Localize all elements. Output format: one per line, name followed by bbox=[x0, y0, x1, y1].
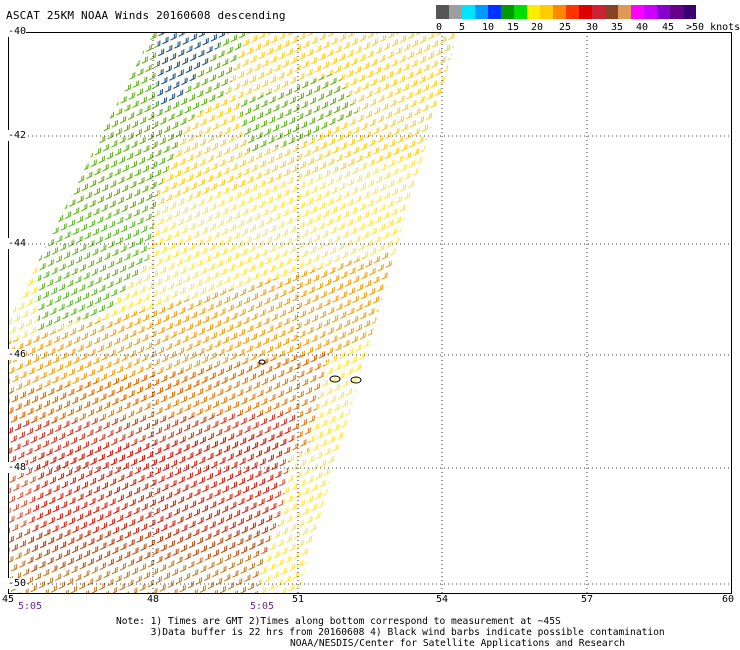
pass-time-right: 5:05 bbox=[250, 601, 275, 612]
legend-label-0: 0 bbox=[435, 22, 443, 33]
lat-label-40: -40 bbox=[8, 26, 27, 37]
legend-swatch bbox=[618, 5, 631, 19]
lat-label-46: -46 bbox=[8, 349, 27, 360]
lon-label-54: 54 bbox=[435, 594, 449, 605]
legend-swatch bbox=[514, 5, 527, 19]
map-credit: NOAA/NESDIS/Center for Satellite Applica… bbox=[290, 638, 626, 649]
legend-label-35: 35 bbox=[610, 22, 624, 33]
map-gridlines bbox=[8, 32, 732, 594]
wind-swath bbox=[8, 32, 458, 594]
lon-label-60: 60 bbox=[721, 594, 735, 605]
legend-label-5: 5 bbox=[458, 22, 466, 33]
legend-swatch bbox=[475, 5, 488, 19]
map-title: ASCAT 25KM NOAA Winds 20160608 descendin… bbox=[6, 9, 286, 22]
lat-label-50: -50 bbox=[8, 578, 27, 589]
legend-label-15: 15 bbox=[506, 22, 520, 33]
legend-label-45: 45 bbox=[661, 22, 675, 33]
legend-swatch bbox=[553, 5, 566, 19]
legend-swatch bbox=[631, 5, 644, 19]
legend-swatch bbox=[462, 5, 475, 19]
swath-brown-band bbox=[8, 532, 268, 594]
lat-label-44: -44 bbox=[8, 238, 27, 249]
legend-swatch bbox=[566, 5, 579, 19]
swath-green-band bbox=[38, 32, 248, 332]
legend-label-30: 30 bbox=[585, 22, 599, 33]
wind-speed-legend: 0 5 10 15 20 25 30 35 40 45 >50 knots bbox=[435, 5, 740, 39]
lat-label-48: -48 bbox=[8, 462, 27, 473]
pass-time-left: 5:05 bbox=[18, 601, 43, 612]
island-outline bbox=[258, 359, 266, 365]
legend-label-25: 25 bbox=[558, 22, 572, 33]
legend-label-50-knots: >50 knots bbox=[686, 22, 740, 33]
wind-map: -40 -42 -44 -46 -48 -50 bbox=[8, 26, 732, 594]
legend-swatch bbox=[436, 5, 449, 19]
legend-swatch bbox=[449, 5, 462, 19]
wind-map-canvas bbox=[8, 32, 732, 594]
legend-swatch bbox=[605, 5, 618, 19]
legend-label-40: 40 bbox=[635, 22, 649, 33]
legend-swatch bbox=[644, 5, 657, 19]
legend-swatch bbox=[592, 5, 605, 19]
legend-swatch bbox=[657, 5, 670, 19]
legend-label-10: 10 bbox=[481, 22, 495, 33]
legend-swatch bbox=[579, 5, 592, 19]
lon-label-45: 45 bbox=[1, 594, 15, 605]
swath-blue-patch bbox=[158, 32, 228, 112]
legend-swatch bbox=[670, 5, 683, 19]
map-notes: Note: 1) Times are GMT 2)Times along bot… bbox=[116, 616, 665, 638]
lat-label-42: -42 bbox=[8, 130, 27, 141]
legend-swatch bbox=[501, 5, 514, 19]
map-frame bbox=[8, 32, 732, 594]
island-outline bbox=[329, 375, 341, 383]
island-outline bbox=[350, 376, 362, 384]
legend-swatch bbox=[540, 5, 553, 19]
legend-swatch bbox=[683, 5, 696, 19]
legend-swatch bbox=[527, 5, 540, 19]
legend-swatch bbox=[488, 5, 501, 19]
legend-label-20: 20 bbox=[530, 22, 544, 33]
lon-label-51: 51 bbox=[291, 594, 305, 605]
island-outlines bbox=[258, 359, 362, 384]
lon-label-57: 57 bbox=[580, 594, 594, 605]
lon-label-48: 48 bbox=[146, 594, 160, 605]
legend-color-bar bbox=[436, 5, 696, 19]
